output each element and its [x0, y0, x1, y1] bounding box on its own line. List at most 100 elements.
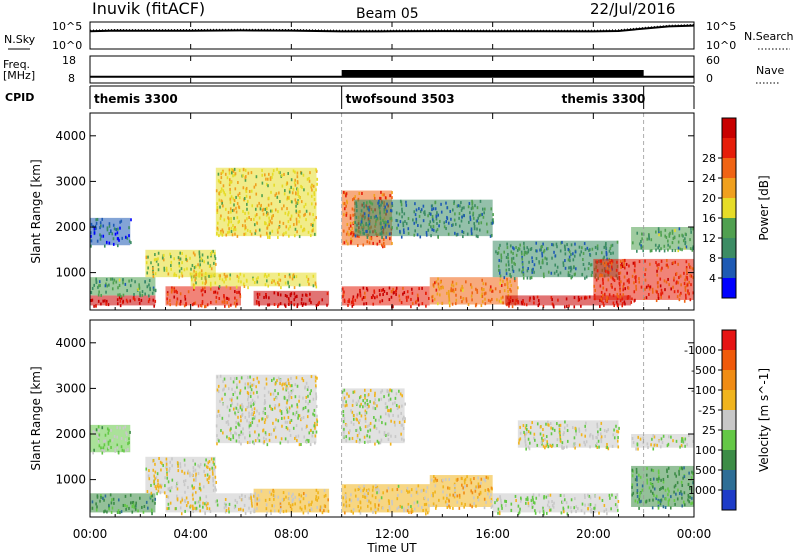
power-cell [248, 215, 250, 219]
velocity-cell [559, 439, 562, 443]
power-cell [522, 299, 524, 303]
power-cell [443, 225, 446, 229]
velocity-cell [397, 484, 400, 488]
power-cell [614, 287, 616, 291]
power-cell [541, 245, 543, 249]
velocity-cell [547, 500, 550, 504]
power-cell [256, 292, 259, 296]
power-cell [310, 202, 313, 206]
velocity-cell [401, 404, 403, 408]
velocity-cell [667, 500, 670, 504]
power-cell [313, 205, 316, 209]
power-cell [317, 301, 320, 305]
power-cell [284, 303, 286, 307]
power-cell [349, 221, 352, 225]
power-cell [632, 241, 634, 245]
velocity-cell [294, 395, 297, 399]
power-cell [154, 299, 157, 303]
velocity-cell [373, 401, 375, 405]
power-cell [268, 216, 270, 220]
x-tick-label: 20:00 [576, 527, 611, 541]
velocity-cell [606, 445, 609, 449]
power-cell [513, 261, 515, 265]
power-cell [435, 215, 438, 219]
velocity-cell [313, 413, 316, 417]
power-cell [106, 228, 109, 232]
velocity-cell [369, 439, 371, 443]
power-cell [361, 221, 364, 225]
power-cell [311, 184, 313, 188]
velocity-colorbar-swatch [722, 350, 736, 370]
velocity-cell [597, 439, 600, 443]
velocity-cell [565, 501, 568, 505]
power-cell [596, 247, 599, 251]
power-cell [674, 229, 676, 233]
velocity-cell [690, 476, 693, 480]
power-cell [286, 294, 288, 298]
velocity-cell [673, 485, 676, 489]
power-cell [229, 187, 231, 191]
power-cell [303, 213, 305, 217]
velocity-cell [408, 510, 410, 514]
velocity-cell [659, 487, 661, 491]
power-cell [440, 210, 443, 214]
power-cell [271, 221, 273, 225]
power-cell [460, 288, 462, 292]
velocity-cell [101, 448, 104, 452]
velocity-cell [603, 429, 606, 433]
velocity-cell [488, 495, 491, 499]
velocity-cell [533, 436, 535, 440]
velocity-cell [683, 500, 685, 504]
velocity-cell [596, 445, 599, 449]
power-cell [315, 168, 317, 172]
velocity-cell [240, 430, 243, 434]
velocity-cell [425, 512, 427, 516]
velocity-cell [563, 431, 565, 435]
power-cell [438, 287, 441, 291]
velocity-cell [167, 480, 170, 484]
power-cell [471, 199, 473, 203]
velocity-cell [692, 480, 694, 484]
power-cell [238, 169, 241, 173]
velocity-cell [160, 468, 162, 472]
velocity-cell [683, 491, 686, 495]
velocity-cell [217, 438, 219, 442]
velocity-cell [366, 406, 369, 410]
velocity-cell [549, 508, 552, 512]
power-cell [347, 299, 350, 303]
power-cell [216, 210, 219, 214]
velocity-cell [657, 504, 660, 508]
power-cell [194, 265, 197, 269]
velocity-cell [448, 499, 450, 503]
velocity-cell [388, 398, 390, 402]
velocity-cell [588, 494, 591, 498]
velocity-cell [146, 490, 149, 494]
power-cell [489, 285, 492, 289]
velocity-cell [352, 511, 355, 515]
velocity-cell [589, 504, 592, 508]
power-cell [99, 237, 102, 241]
power-cell [560, 241, 562, 245]
power-cell [512, 256, 515, 260]
power-cell [256, 280, 259, 284]
power-cell [385, 221, 388, 225]
power-cell [228, 230, 231, 234]
velocity-cell [462, 486, 464, 490]
power-cell [290, 178, 293, 182]
power-cell [644, 287, 646, 291]
velocity-cell [362, 494, 364, 498]
power-cell [633, 268, 636, 272]
power-cell [157, 251, 160, 255]
noise-right-label: N.Search [744, 30, 794, 43]
velocity-cell [288, 397, 290, 401]
velocity-cell [344, 511, 346, 515]
velocity-cell [315, 497, 317, 501]
power-cell [213, 252, 216, 256]
power-cell [412, 218, 414, 222]
velocity-cell [184, 463, 186, 467]
velocity-cell [198, 482, 201, 486]
velocity-cell [307, 440, 310, 444]
power-cell [379, 232, 382, 236]
velocity-cell [543, 512, 545, 516]
velocity-cell [165, 457, 168, 461]
